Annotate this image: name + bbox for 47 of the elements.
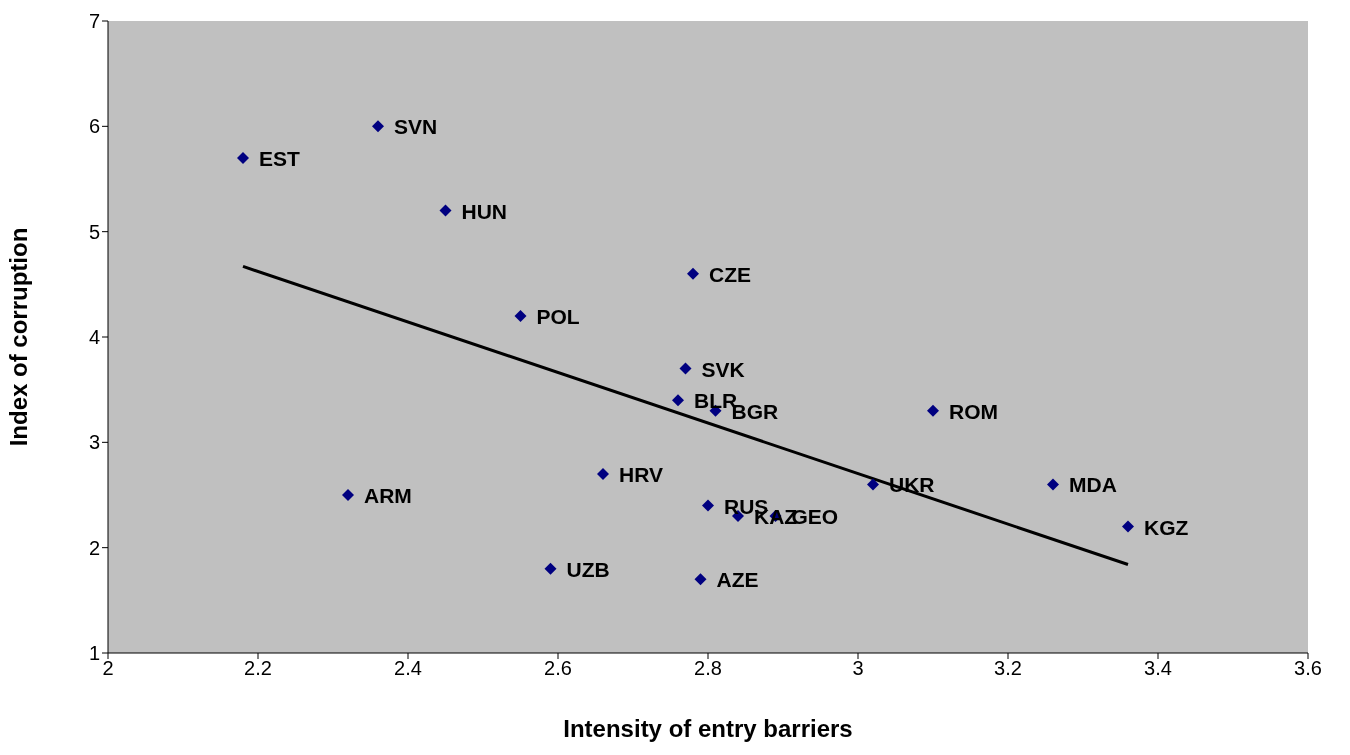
x-tick-label: 2.4 [394, 657, 422, 680]
x-tick-label: 3 [852, 657, 864, 680]
y-tick-label: 2 [88, 536, 100, 559]
data-label: EST [259, 146, 301, 170]
data-label: ARM [364, 484, 412, 507]
point [702, 499, 714, 512]
y-tick-label: 1 [88, 642, 100, 665]
x-tick-label: 2 [102, 657, 114, 680]
data-label: POL [536, 304, 580, 328]
y-tick-label: 7 [88, 10, 100, 33]
point [687, 267, 699, 280]
point [342, 489, 354, 501]
data-label: ROM [949, 399, 998, 423]
data-label: KGZ [1144, 515, 1189, 539]
data-label: SVN [394, 115, 438, 139]
x-tick-label: 2.2 [244, 657, 272, 680]
point [544, 562, 557, 575]
y-axis-title: Index of corruption [4, 227, 32, 447]
point [927, 404, 939, 417]
point [694, 573, 707, 586]
point [1047, 478, 1059, 491]
point [679, 362, 692, 375]
point [372, 120, 384, 133]
point [514, 309, 527, 322]
data-label: AZE [716, 568, 759, 592]
y-tick-label: 5 [88, 220, 100, 243]
x-tick-label: 3.2 [994, 657, 1022, 680]
data-label: MDA [1069, 473, 1117, 497]
x-tick-label: 3.4 [1144, 657, 1172, 680]
y-tick-label: 3 [88, 431, 100, 454]
data-label: HUN [461, 199, 507, 223]
x-tick-label: 2.8 [694, 657, 722, 680]
data-label: SVK [701, 357, 745, 381]
point [237, 151, 249, 164]
y-tick-label: 4 [88, 326, 100, 349]
data-label: CZE [709, 262, 751, 286]
point [597, 467, 609, 480]
point [439, 204, 452, 217]
data-label: UZB [566, 557, 610, 581]
point [867, 478, 879, 491]
y-tick-label: 6 [88, 115, 100, 138]
x-axis-title: Intensity of entry barriers [563, 715, 853, 742]
x-tick-label: 2.6 [544, 657, 572, 680]
point [1122, 520, 1134, 533]
point [672, 394, 684, 407]
data-label: HRV [619, 462, 663, 486]
x-tick-label: 3.6 [1294, 657, 1322, 680]
